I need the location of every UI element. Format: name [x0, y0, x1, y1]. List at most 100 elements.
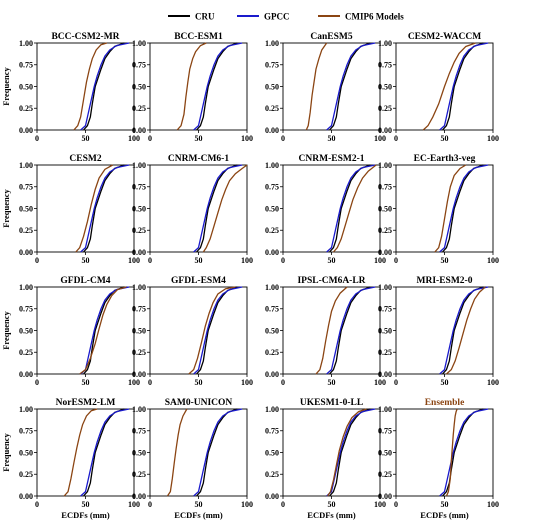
x-tick-label: 0: [35, 378, 39, 387]
y-tick-label: 0.50: [19, 448, 33, 457]
panel-gfdl-esm4: GFDL-ESM4 0.00 0.25 0.50 0.75 1.00 0 50 100: [132, 276, 253, 387]
plot-frame: [395, 286, 494, 375]
x-tick-label: 100: [374, 134, 386, 143]
series-gpcc: [326, 286, 376, 375]
y-tick-label: 0.50: [19, 326, 33, 335]
panel-title: SAM0-UNICON: [165, 398, 233, 408]
panel-title: IPSL-CM6A-LR: [297, 276, 365, 286]
y-tick-label: 0.75: [19, 183, 33, 192]
legend-label: CMIP6 Models: [345, 12, 404, 22]
y-axis-label: Frequency: [1, 310, 11, 349]
x-tick-label: 100: [241, 256, 253, 265]
y-tick-label: 0.25: [378, 104, 392, 113]
series-gpcc: [326, 42, 376, 131]
x-tick-label: 100: [487, 256, 499, 265]
panel-cesm2: CESM2 0.00 0.25 0.50 0.75 1.00 0 50 100 Frequency: [1, 154, 140, 265]
y-tick-label: 0.75: [19, 61, 33, 70]
x-tick-label: 100: [487, 378, 499, 387]
panel-title: EC-Earth3-veg: [414, 154, 476, 164]
plot-frame: [149, 408, 248, 497]
x-tick-label: 0: [148, 134, 152, 143]
y-axis-label: Frequency: [1, 432, 11, 471]
y-tick-label: 0.00: [265, 370, 279, 379]
y-tick-label: 1.00: [19, 405, 33, 414]
y-tick-label: 0.50: [378, 204, 392, 213]
series-cmip6-model: [202, 164, 248, 253]
series-cru: [442, 408, 484, 497]
series-cmip6-model: [63, 408, 98, 497]
y-tick-label: 0.00: [265, 492, 279, 501]
panel-sam0-unicon: SAM0-UNICON 0.00 0.25 0.50 0.75 1.00 0 50 100 ECD…: [132, 398, 253, 520]
x-tick-label: 0: [394, 500, 398, 509]
y-tick-label: 0.00: [378, 248, 392, 257]
y-tick-label: 0.50: [265, 204, 279, 213]
y-tick-label: 0.75: [19, 427, 33, 436]
x-tick-label: 100: [374, 378, 386, 387]
x-tick-label: 100: [128, 500, 140, 509]
x-tick-label: 50: [441, 134, 449, 143]
series-cru: [83, 164, 125, 253]
x-tick-label: 50: [195, 378, 203, 387]
y-tick-label: 0.75: [132, 427, 146, 436]
y-tick-label: 1.00: [132, 283, 146, 292]
panel-title: CNRM-ESM2-1: [299, 154, 365, 164]
series-cmip6-model: [434, 164, 467, 253]
series-cmip6-model: [188, 286, 236, 375]
plot-frame: [395, 164, 494, 253]
y-tick-label: 0.00: [378, 126, 392, 135]
y-tick-label: 1.00: [132, 39, 146, 48]
x-tick-label: 50: [195, 256, 203, 265]
x-tick-label: 100: [487, 134, 499, 143]
series-cmip6-model: [332, 164, 377, 253]
plot-frame: [36, 164, 135, 253]
x-tick-label: 0: [35, 256, 39, 265]
x-tick-label: 0: [281, 134, 285, 143]
x-tick-label: 0: [281, 256, 285, 265]
y-tick-label: 0.25: [378, 348, 392, 357]
y-tick-label: 0.00: [132, 248, 146, 257]
y-tick-label: 0.50: [378, 326, 392, 335]
panel-title: Ensemble: [425, 398, 465, 408]
panel-title: GFDL-ESM4: [171, 276, 226, 286]
series-cru: [329, 42, 371, 131]
legend-label: CRU: [195, 12, 215, 22]
y-tick-label: 0.75: [378, 183, 392, 192]
series-cmip6-model: [75, 164, 113, 253]
series-cmip6-model: [315, 286, 348, 375]
x-tick-label: 50: [441, 378, 449, 387]
panel-title: BCC-ESM1: [174, 32, 223, 42]
y-tick-label: 0.50: [378, 82, 392, 91]
panel-bcc-esm1: BCC-ESM1 0.00 0.25 0.50 0.75 1.00 0 50 100: [132, 32, 253, 143]
series-cru: [83, 286, 125, 375]
series-cmip6-model: [176, 42, 207, 131]
panel-title: NorESM2-LM: [56, 398, 116, 408]
y-tick-label: 0.25: [265, 104, 279, 113]
y-tick-label: 0.00: [19, 248, 33, 257]
x-tick-label: 0: [35, 134, 39, 143]
x-axis-label: ECDFs (mm): [174, 510, 223, 520]
y-tick-label: 0.75: [378, 427, 392, 436]
series-gpcc: [80, 408, 130, 497]
series-cru: [329, 408, 371, 497]
plot-frame: [395, 408, 494, 497]
x-tick-label: 100: [374, 256, 386, 265]
series-gpcc: [439, 286, 489, 375]
plot-frame: [36, 286, 135, 375]
x-tick-label: 0: [394, 134, 398, 143]
x-tick-label: 50: [328, 378, 336, 387]
series-cru: [196, 286, 238, 375]
series-gpcc: [193, 164, 243, 253]
series-cmip6-model: [166, 408, 188, 497]
x-tick-label: 50: [328, 256, 336, 265]
x-tick-label: 50: [82, 378, 90, 387]
x-tick-label: 100: [487, 500, 499, 509]
y-tick-label: 1.00: [132, 405, 146, 414]
x-tick-label: 50: [441, 500, 449, 509]
y-tick-label: 0.50: [132, 448, 146, 457]
series-cru: [196, 42, 238, 131]
panel-title: CESM2-WACCM: [408, 32, 481, 42]
y-tick-label: 0.75: [265, 427, 279, 436]
x-tick-label: 50: [82, 134, 90, 143]
x-tick-label: 50: [195, 500, 203, 509]
